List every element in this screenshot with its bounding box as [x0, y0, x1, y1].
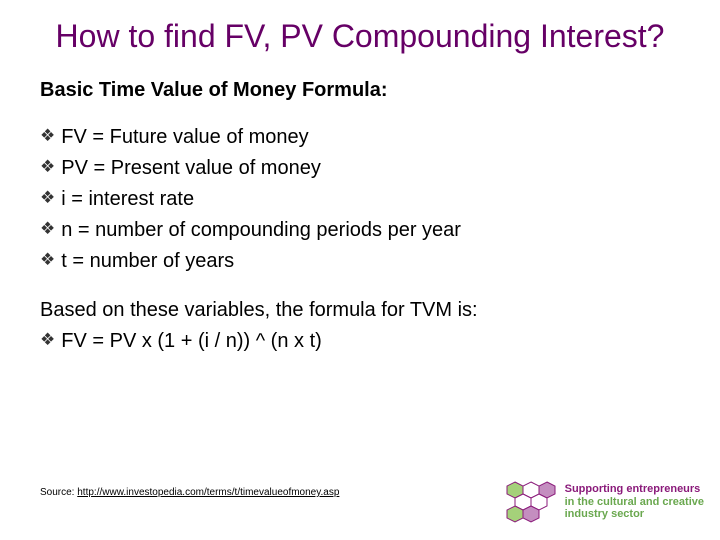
- list-item: ❖ t = number of years: [40, 248, 680, 275]
- formula-leadin: Based on these variables, the formula fo…: [40, 297, 680, 324]
- definitions-list: ❖ FV = Future value of money ❖ PV = Pres…: [40, 124, 680, 275]
- list-item: ❖ FV = Future value of money: [40, 124, 680, 151]
- diamond-bullet-icon: ❖: [40, 124, 55, 148]
- slide-title: How to find FV, PV Compounding Interest?: [40, 18, 680, 55]
- diamond-bullet-icon: ❖: [40, 186, 55, 210]
- list-item-text: n = number of compounding periods per ye…: [61, 217, 461, 244]
- list-item: ❖ i = interest rate: [40, 186, 680, 213]
- footer-logo: Supporting entrepreneurs in the cultural…: [501, 478, 704, 526]
- logo-line-2: in the cultural and creative: [565, 496, 704, 509]
- list-item: ❖ n = number of compounding periods per …: [40, 217, 680, 244]
- logo-text: Supporting entrepreneurs in the cultural…: [565, 483, 704, 521]
- logo-line-3: industry sector: [565, 508, 704, 521]
- list-item-text: PV = Present value of money: [61, 155, 321, 182]
- source-link[interactable]: http://www.investopedia.com/terms/t/time…: [77, 487, 339, 498]
- list-item-text: FV = Future value of money: [61, 124, 308, 151]
- diamond-bullet-icon: ❖: [40, 248, 55, 272]
- formula-row: ❖ FV = PV x (1 + (i / n)) ^ (n x t): [40, 328, 680, 355]
- source-label: Source:: [40, 487, 77, 498]
- slide-subtitle: Basic Time Value of Money Formula:: [40, 79, 680, 102]
- logo-line-1: Supporting entrepreneurs: [565, 483, 704, 496]
- diamond-bullet-icon: ❖: [40, 328, 55, 352]
- diamond-bullet-icon: ❖: [40, 155, 55, 179]
- formula-text: FV = PV x (1 + (i / n)) ^ (n x t): [61, 328, 322, 355]
- hexagon-cluster-icon: [501, 478, 557, 526]
- list-item-text: t = number of years: [61, 248, 234, 275]
- slide: How to find FV, PV Compounding Interest?…: [0, 0, 720, 540]
- list-item-text: i = interest rate: [61, 186, 194, 213]
- list-item: ❖ PV = Present value of money: [40, 155, 680, 182]
- diamond-bullet-icon: ❖: [40, 217, 55, 241]
- source-citation: Source: http://www.investopedia.com/term…: [40, 487, 339, 498]
